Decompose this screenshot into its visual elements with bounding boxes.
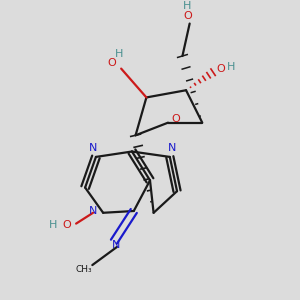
Text: N: N: [167, 143, 176, 153]
Text: O: O: [63, 220, 71, 230]
Text: CH₃: CH₃: [75, 265, 92, 274]
Text: H: H: [49, 220, 57, 230]
Text: O: O: [108, 58, 116, 68]
Text: O: O: [172, 114, 180, 124]
Text: N: N: [89, 143, 97, 153]
Text: O: O: [217, 64, 225, 74]
Text: H: H: [183, 1, 191, 11]
Text: H: H: [227, 62, 235, 72]
Text: N: N: [89, 206, 97, 216]
Text: H: H: [115, 49, 123, 59]
Text: N: N: [112, 239, 120, 250]
Text: O: O: [184, 11, 192, 21]
